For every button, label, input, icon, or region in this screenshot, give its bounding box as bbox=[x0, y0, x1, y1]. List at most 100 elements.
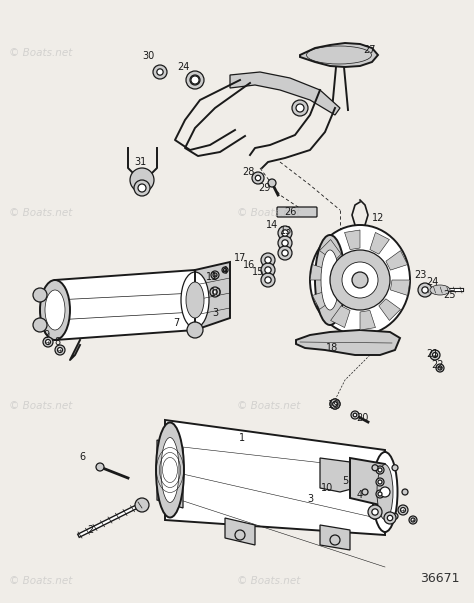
Circle shape bbox=[352, 272, 368, 288]
Ellipse shape bbox=[186, 282, 204, 318]
Circle shape bbox=[372, 513, 378, 519]
Circle shape bbox=[422, 287, 428, 293]
Text: 26: 26 bbox=[284, 207, 296, 217]
Circle shape bbox=[282, 230, 288, 236]
Polygon shape bbox=[312, 290, 334, 309]
Circle shape bbox=[297, 106, 303, 111]
Text: © Boats.net: © Boats.net bbox=[237, 576, 301, 586]
Polygon shape bbox=[195, 262, 230, 330]
Text: 11: 11 bbox=[206, 272, 218, 282]
Text: 5: 5 bbox=[342, 476, 348, 486]
Circle shape bbox=[187, 322, 203, 338]
Polygon shape bbox=[230, 72, 340, 115]
Circle shape bbox=[342, 262, 378, 298]
Text: © Boats.net: © Boats.net bbox=[9, 576, 73, 586]
Circle shape bbox=[278, 236, 292, 250]
Text: 15: 15 bbox=[252, 267, 264, 277]
Circle shape bbox=[380, 487, 390, 497]
Circle shape bbox=[282, 250, 288, 256]
Text: 8: 8 bbox=[54, 337, 60, 347]
Polygon shape bbox=[296, 330, 400, 355]
Circle shape bbox=[261, 263, 275, 277]
Polygon shape bbox=[370, 232, 389, 254]
Circle shape bbox=[376, 466, 384, 474]
Circle shape bbox=[186, 71, 204, 89]
Circle shape bbox=[135, 498, 149, 512]
Ellipse shape bbox=[321, 250, 339, 310]
Circle shape bbox=[134, 180, 150, 196]
Polygon shape bbox=[55, 270, 195, 340]
Circle shape bbox=[378, 480, 382, 484]
Ellipse shape bbox=[45, 290, 65, 330]
Circle shape bbox=[402, 489, 408, 495]
Circle shape bbox=[411, 518, 415, 522]
Text: 25: 25 bbox=[444, 290, 456, 300]
Text: © Boats.net: © Boats.net bbox=[9, 401, 73, 411]
Polygon shape bbox=[360, 311, 375, 330]
Polygon shape bbox=[165, 420, 385, 535]
Circle shape bbox=[282, 240, 288, 246]
Circle shape bbox=[294, 102, 306, 114]
Ellipse shape bbox=[181, 272, 209, 328]
Circle shape bbox=[438, 366, 442, 370]
Text: 6: 6 bbox=[79, 452, 85, 462]
Text: 18: 18 bbox=[326, 343, 338, 353]
Circle shape bbox=[384, 512, 396, 524]
Circle shape bbox=[376, 478, 384, 486]
Text: 4: 4 bbox=[222, 266, 228, 276]
Text: 16: 16 bbox=[243, 260, 255, 270]
Circle shape bbox=[265, 277, 271, 283]
Circle shape bbox=[261, 273, 275, 287]
Text: 9: 9 bbox=[43, 330, 49, 340]
Circle shape bbox=[265, 257, 271, 263]
Text: 27: 27 bbox=[364, 45, 376, 55]
Text: 36671: 36671 bbox=[420, 572, 460, 585]
Text: 17: 17 bbox=[234, 253, 246, 263]
Polygon shape bbox=[320, 525, 350, 550]
Circle shape bbox=[57, 347, 63, 353]
Circle shape bbox=[392, 465, 398, 471]
Circle shape bbox=[362, 489, 368, 495]
Circle shape bbox=[333, 402, 337, 406]
Circle shape bbox=[222, 267, 228, 273]
Circle shape bbox=[130, 168, 154, 192]
Text: 2: 2 bbox=[87, 525, 93, 535]
Circle shape bbox=[96, 463, 104, 471]
Circle shape bbox=[157, 69, 163, 75]
Text: 7: 7 bbox=[173, 318, 179, 328]
Polygon shape bbox=[320, 458, 360, 492]
Circle shape bbox=[210, 287, 220, 297]
Circle shape bbox=[211, 271, 219, 279]
Text: © Boats.net: © Boats.net bbox=[9, 48, 73, 58]
Circle shape bbox=[401, 508, 405, 513]
Text: 13: 13 bbox=[280, 226, 292, 236]
Circle shape bbox=[265, 267, 271, 273]
Circle shape bbox=[330, 399, 340, 409]
Text: © Boats.net: © Boats.net bbox=[237, 208, 301, 218]
Circle shape bbox=[376, 490, 384, 498]
Circle shape bbox=[43, 337, 53, 347]
Text: 24: 24 bbox=[177, 62, 189, 72]
Text: 3: 3 bbox=[307, 494, 313, 504]
Text: 20: 20 bbox=[356, 413, 368, 423]
Text: 21: 21 bbox=[426, 349, 438, 359]
Text: 24: 24 bbox=[426, 277, 438, 287]
Circle shape bbox=[330, 399, 340, 409]
Text: 4: 4 bbox=[357, 490, 363, 500]
Circle shape bbox=[372, 509, 378, 515]
Ellipse shape bbox=[377, 464, 393, 520]
Circle shape bbox=[261, 253, 275, 267]
Circle shape bbox=[378, 468, 382, 472]
Text: 30: 30 bbox=[142, 51, 154, 61]
Circle shape bbox=[387, 516, 392, 521]
Circle shape bbox=[378, 492, 382, 496]
Circle shape bbox=[138, 184, 146, 192]
Polygon shape bbox=[157, 440, 183, 508]
Ellipse shape bbox=[430, 285, 450, 295]
Circle shape bbox=[333, 402, 337, 406]
Polygon shape bbox=[345, 230, 360, 250]
Ellipse shape bbox=[156, 423, 184, 517]
Text: © Boats.net: © Boats.net bbox=[9, 208, 73, 218]
Circle shape bbox=[252, 172, 264, 184]
Polygon shape bbox=[350, 458, 390, 505]
